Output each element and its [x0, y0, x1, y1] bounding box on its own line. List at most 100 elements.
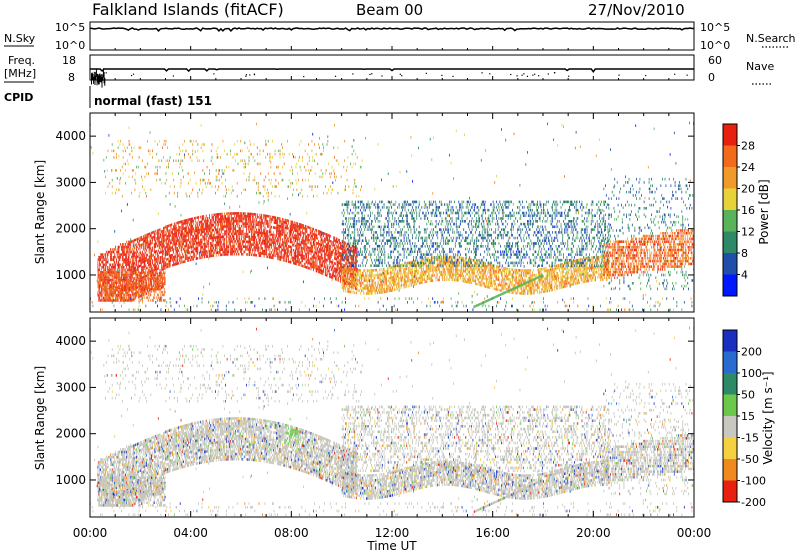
power-cell [140, 285, 141, 288]
power-cell [289, 230, 290, 233]
power-cell [280, 235, 281, 238]
power-cell [152, 285, 153, 288]
power-cell [247, 246, 248, 249]
power-cell [104, 170, 105, 173]
power-cell [259, 249, 260, 252]
power-cell [213, 224, 214, 227]
power-cell [291, 261, 292, 264]
power-cell [152, 242, 153, 245]
power-cell [273, 254, 274, 257]
power-cell [114, 266, 115, 269]
power-cell [229, 220, 230, 223]
power-cell [312, 159, 313, 162]
power-cell [133, 283, 134, 286]
power-cell [261, 217, 262, 220]
power-cell [132, 176, 133, 179]
power-cell [297, 227, 298, 230]
power-cell [147, 239, 148, 242]
power-cell [169, 240, 170, 243]
power-cell [148, 269, 149, 272]
power-cell [265, 220, 266, 223]
power-cell [265, 232, 266, 235]
power-cell [164, 299, 165, 302]
power-cell [128, 299, 129, 302]
power-cell [251, 213, 252, 216]
power-cell [312, 230, 313, 233]
power-cell [280, 233, 281, 236]
power-cell [195, 225, 196, 228]
power-cell [260, 150, 261, 153]
power-cell [150, 285, 151, 288]
power-cell [196, 235, 197, 238]
power-cell [126, 294, 127, 297]
power-cell [249, 179, 250, 182]
power-cell [227, 253, 228, 256]
power-cell [308, 226, 309, 229]
power-cell [269, 243, 270, 246]
power-cell [163, 156, 164, 159]
power-cell [167, 238, 168, 241]
power-cell [263, 222, 264, 225]
power-cell [298, 159, 299, 162]
power-cell [164, 277, 165, 280]
power-cell [334, 257, 335, 260]
power-cell [218, 228, 219, 231]
power-cell [135, 252, 136, 255]
power-cell [250, 225, 251, 228]
power-cell [280, 246, 281, 249]
power-cell [165, 262, 166, 265]
power-cell [131, 266, 132, 269]
power-cell [264, 242, 265, 245]
power-cell [211, 232, 212, 235]
power-cell [158, 275, 159, 278]
power-cell [327, 274, 328, 277]
power-cell [119, 182, 120, 185]
power-cell [337, 258, 338, 261]
power-cell [279, 243, 280, 246]
power-cell [270, 256, 271, 259]
power-cell [197, 242, 198, 245]
power-cell [312, 248, 313, 251]
power-cell [192, 220, 193, 223]
power-cell [217, 249, 218, 252]
power-cell [234, 238, 235, 241]
power-cell [124, 246, 125, 249]
power-cell [150, 232, 151, 235]
power-cell [200, 246, 201, 249]
power-cell [217, 228, 218, 231]
power-cell [131, 240, 132, 243]
power-cell [238, 215, 239, 218]
power-cell [287, 247, 288, 250]
power-cell [150, 260, 151, 263]
power-cell [244, 240, 245, 243]
power-cell [192, 251, 193, 254]
power-cell [165, 278, 166, 281]
power-cell [277, 240, 278, 243]
power-cell [140, 271, 141, 274]
power-cell [225, 225, 226, 228]
power-cell [295, 234, 296, 237]
power-cell [135, 269, 136, 272]
power-cell [129, 308, 130, 311]
power-cell [303, 247, 304, 250]
power-cell [293, 257, 294, 260]
power-cell [155, 280, 156, 283]
power-cell [203, 230, 204, 233]
power-cell [121, 266, 122, 269]
power-cell [218, 233, 219, 236]
power-cell [166, 246, 167, 249]
power-cell [179, 153, 180, 156]
power-cell [226, 253, 227, 256]
power-cell [299, 228, 300, 231]
power-cell [172, 246, 173, 249]
power-cell [227, 225, 228, 228]
power-cell [222, 215, 223, 218]
power-cell [165, 234, 166, 237]
power-cell [113, 150, 114, 153]
power-cell [323, 250, 324, 253]
power-cell [313, 233, 314, 236]
power-cell [181, 256, 182, 259]
power-cell [230, 235, 231, 238]
power-cell [286, 222, 287, 225]
power-cell [251, 236, 252, 239]
